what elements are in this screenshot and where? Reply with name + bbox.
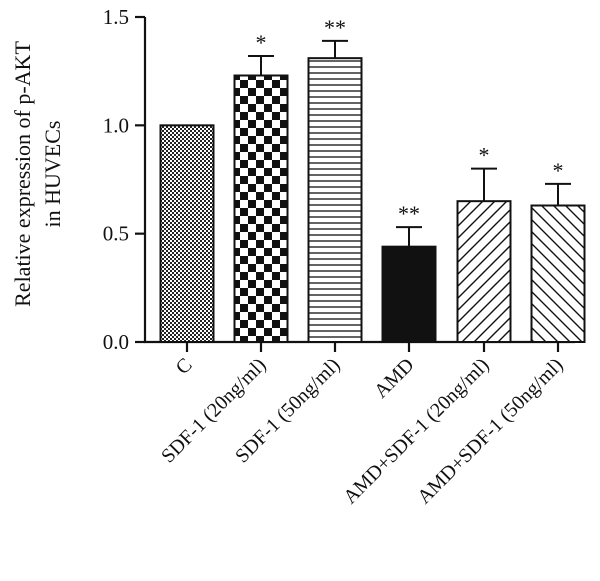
category-label: AMD+SDF-1 (20ng/ml) bbox=[339, 354, 493, 508]
significance-marker: * bbox=[553, 158, 564, 183]
bar bbox=[159, 124, 215, 344]
y-tick-label: 1.0 bbox=[103, 113, 129, 137]
y-tick-label: 1.5 bbox=[103, 5, 129, 29]
y-tick-label: 0.0 bbox=[103, 330, 129, 354]
bar bbox=[307, 57, 363, 344]
y-tick-label: 0.5 bbox=[103, 222, 129, 246]
bar bbox=[381, 245, 437, 344]
category-label: AMD bbox=[370, 354, 419, 403]
bar bbox=[233, 74, 289, 343]
y-ticks: 0.0 0.5 1.0 1.5 bbox=[103, 5, 145, 354]
bar bbox=[530, 204, 586, 343]
y-axis-label-line-2: in HUVECs bbox=[40, 121, 65, 228]
significance-marker: ** bbox=[398, 201, 420, 226]
bars: ******* bbox=[159, 15, 586, 352]
y-axis-label-line-1: Relative expression of p-AKT bbox=[10, 41, 35, 307]
y-axis-label: Relative expression of p-AKT in HUVECs bbox=[10, 41, 65, 307]
significance-marker: ** bbox=[324, 15, 346, 40]
significance-marker: * bbox=[256, 30, 267, 55]
category-label: AMD+SDF-1 (50ng/ml) bbox=[413, 354, 567, 508]
category-label: C bbox=[172, 354, 197, 379]
significance-marker: * bbox=[479, 143, 490, 168]
bar bbox=[456, 200, 512, 343]
